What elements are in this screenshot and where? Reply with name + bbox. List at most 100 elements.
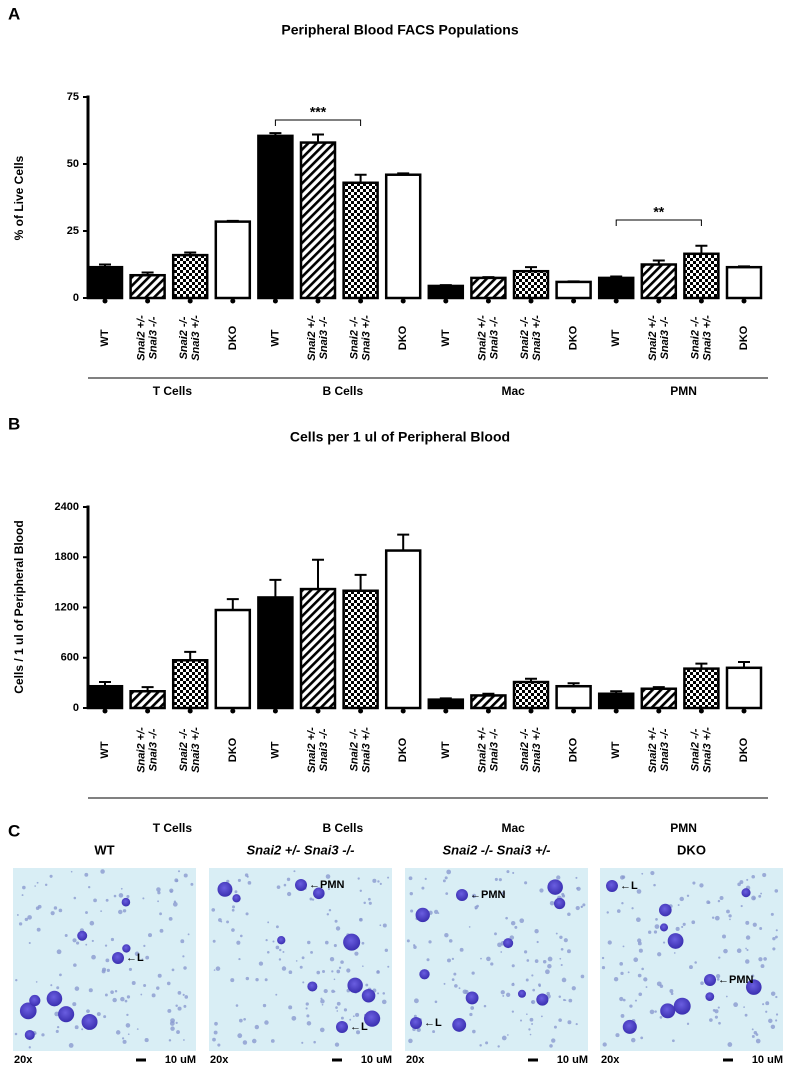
x-tick-label: Snai2 -/- Snai3 +/- xyxy=(178,315,203,361)
y-tick-label: 25 xyxy=(67,225,79,237)
micrograph xyxy=(405,868,588,1051)
bar xyxy=(129,273,166,300)
error-bar xyxy=(482,276,495,279)
error-bar xyxy=(312,133,324,143)
error-bar xyxy=(695,244,708,254)
error-bar xyxy=(312,558,324,590)
y-tick-label: 0 xyxy=(73,702,79,714)
x-tick-label: Snai2 -/- Snai3 +/- xyxy=(689,315,714,361)
error-bar xyxy=(525,677,537,683)
x-tick-label: Snai2 -/- Snai3 +/- xyxy=(348,315,373,361)
x-tick-label: WT xyxy=(269,329,282,347)
scale-bar-label: 10 uM xyxy=(165,1054,196,1066)
error-bar xyxy=(141,271,154,276)
cell-label: ←L xyxy=(350,1021,368,1033)
error-bar xyxy=(226,219,239,222)
error-bar xyxy=(567,280,580,283)
group-label: PMN xyxy=(670,821,697,835)
x-tick-label: DKO xyxy=(397,325,410,351)
scale-bar-label: 10 uM xyxy=(557,1054,588,1066)
x-tick-label: WT xyxy=(99,741,111,759)
error-bar xyxy=(397,172,410,175)
bar xyxy=(683,252,720,300)
error-bar xyxy=(354,573,367,591)
x-tick-label-box: DKO xyxy=(738,737,750,763)
scale-bar-label: 10 uM xyxy=(361,1054,392,1066)
x-tick-label: Snai2 +/- Snai3 -/- xyxy=(476,727,501,773)
y-tick-label: 50 xyxy=(67,158,79,170)
bar xyxy=(597,276,635,300)
x-tick-label: Snai2 -/- Snai3 +/- xyxy=(519,315,543,361)
error-bar xyxy=(439,697,452,700)
y-tick-label: 600 xyxy=(61,652,79,664)
cell-label: ←PMN xyxy=(309,879,345,891)
x-tick-label: Snai2 -/- Snai3 +/- xyxy=(519,727,543,773)
error-bar xyxy=(99,263,111,268)
bar xyxy=(299,587,337,710)
x-tick-label: DKO xyxy=(738,737,750,763)
error-bar xyxy=(738,660,750,668)
magnification: 20x xyxy=(406,1054,425,1066)
x-tick-label-box: Snai2 -/- Snai3 +/- xyxy=(178,315,203,361)
group-label: Mac xyxy=(502,384,526,398)
x-tick-label: WT xyxy=(610,741,623,759)
x-tick-label-box: WT xyxy=(439,741,452,759)
bar xyxy=(427,698,465,710)
x-tick-label-box: WT xyxy=(610,741,623,759)
x-tick-label-box: Snai2 -/- Snai3 +/- xyxy=(689,727,713,773)
y-axis-label: Cells / 1 ul of Peripheral Blood xyxy=(12,520,26,693)
x-tick-label-box: DKO xyxy=(397,738,409,762)
x-tick-label-box: Snai2 +/- Snai3 -/- xyxy=(476,315,501,361)
x-tick-label-box: WT xyxy=(439,329,452,347)
x-tick-label: Snai2 +/- Snai3 -/- xyxy=(135,727,160,773)
error-bar xyxy=(397,533,410,551)
x-tick-label: Snai2 +/- Snai3 -/- xyxy=(306,727,330,773)
x-tick-label: WT xyxy=(439,741,452,759)
x-tick-label-box: Snai2 +/- Snai3 -/- xyxy=(135,315,160,361)
significance-label: *** xyxy=(310,104,327,120)
micrograph xyxy=(600,868,783,1051)
x-tick-label: WT xyxy=(99,329,111,347)
x-tick-label: Snai2 +/- Snai3 -/- xyxy=(476,315,501,361)
error-bar xyxy=(652,259,665,265)
bar xyxy=(427,284,465,300)
x-tick-label-box: WT xyxy=(99,741,111,759)
cell-label: ←PMN xyxy=(470,889,506,901)
group-label: PMN xyxy=(670,384,697,398)
bar xyxy=(384,173,422,300)
bar xyxy=(171,253,209,300)
x-tick-label: DKO xyxy=(567,325,580,351)
error-bar xyxy=(269,132,282,136)
bar xyxy=(214,220,252,300)
bar xyxy=(512,680,550,710)
chart-title: Cells per 1 ul of Peripheral Blood xyxy=(290,429,510,445)
y-tick-label: 1800 xyxy=(55,551,79,563)
x-tick-label: WT xyxy=(439,329,452,347)
y-axis-label: % of Live Cells xyxy=(12,155,26,240)
x-tick-label: WT xyxy=(610,329,623,347)
error-bar xyxy=(652,686,665,689)
group-label: T Cells xyxy=(153,821,193,835)
bar xyxy=(597,692,635,710)
cell-label: ←L xyxy=(620,880,638,892)
chart-title: Peripheral Blood FACS Populations xyxy=(281,22,518,38)
bar xyxy=(384,549,422,710)
micrograph-title: WT xyxy=(94,842,114,857)
cell-label: ←L xyxy=(126,952,144,964)
bar xyxy=(512,269,550,300)
x-tick-label-box: Snai2 +/- Snai3 -/- xyxy=(476,727,501,773)
x-tick-label-box: DKO xyxy=(567,325,580,351)
error-bar xyxy=(269,578,282,598)
bar xyxy=(640,687,678,710)
x-tick-label: Snai2 +/- Snai3 -/- xyxy=(135,315,160,361)
error-bar xyxy=(695,662,708,669)
bar xyxy=(640,263,678,300)
y-tick-label: 1200 xyxy=(55,601,79,613)
x-tick-label-box: Snai2 +/- Snai3 -/- xyxy=(135,727,160,773)
bar xyxy=(555,280,592,300)
x-tick-label-box: DKO xyxy=(397,325,410,351)
x-tick-label-box: WT xyxy=(610,329,623,347)
bar xyxy=(725,265,763,300)
x-tick-label-box: Snai2 -/- Snai3 +/- xyxy=(519,727,543,773)
x-tick-label-box: Snai2 +/- Snai3 -/- xyxy=(647,727,671,773)
